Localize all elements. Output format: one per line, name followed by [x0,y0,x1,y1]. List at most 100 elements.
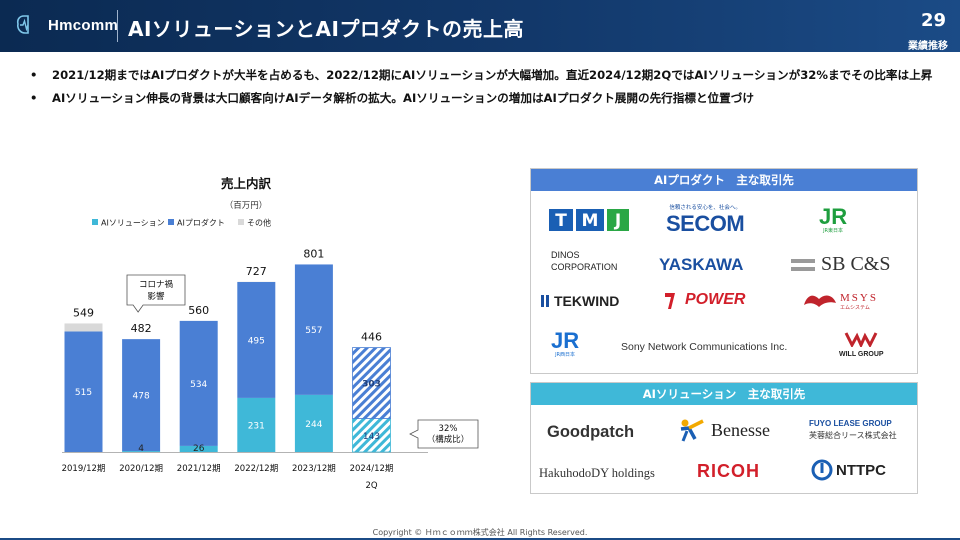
msys-name: MSYS [840,291,878,304]
bar-segment [64,323,103,332]
benesse-figure-icon [680,419,704,442]
sbcs-bars-icon [791,258,815,271]
bullet-item: AIソリューション伸長の背景は大口顧客向けAIデータ解析の拡大。AIソリューショ… [30,87,932,110]
tekwind-mark-icon [541,295,549,307]
company-logo: Hmcomm [16,14,118,36]
client-logo-tekwind: TEKWIND [541,293,619,309]
legend-label: AIソリューション [101,219,165,228]
footer-bar [0,538,960,540]
bar-segment [122,451,161,452]
annotation-text: コロナ禍 [139,279,173,290]
client-logo-ricoh: RICOH [697,461,760,481]
nttpc-name: NTTPC [836,461,886,479]
x-tick-label: 2019/12期 [62,464,106,474]
msys-mark-icon [804,295,836,307]
ntt-mark-icon [811,459,833,481]
bar-value-label: 495 [248,336,265,346]
bar-value-label: 534 [190,380,207,390]
header-bar: Hmcomm AIソリューションとAIプロダクトの売上高 29 業績推移 [0,0,960,52]
client-logo-yaskawa: YASKAWA [659,255,744,274]
ai-product-clients-panel: AIプロダクト 主な取引先 T M J 信頼される安心を、社会へ。 SECOM … [530,168,918,374]
legend-label: その他 [247,218,271,228]
bar-value-label: 26 [193,444,205,454]
bar-segment [294,264,333,395]
client-logo-jr-west: JR JR西日本 [551,328,580,359]
msys-sub: エムシステム [840,304,870,311]
x-tick-label: 2022/12期 [234,464,278,474]
client-logo-will-group: WILL GROUP [839,331,884,358]
x-tick-label: 2Q [365,481,377,491]
x-tick-label: 2021/12期 [177,464,221,474]
annotation-text: 32% [439,424,458,434]
client-logo-nttpc: NTTPC [811,459,886,481]
client-logo-secom: 信頼される安心を、社会へ。 SECOM [666,203,745,237]
client-logo-jpower: POWER [663,289,745,311]
bar-segment [352,347,391,419]
fuyo-company-name: 芙蓉総合リース株式会社 [809,431,897,440]
legend-swatch [92,219,98,225]
secom-name: SECOM [666,211,745,236]
client-logo-hakuhodo: HakuhodoDY holdings [539,466,655,480]
jpower-name: POWER [685,291,746,308]
x-tick-label: 2020/12期 [119,464,163,474]
client-logo-dinos: DINOS CORPORATION [551,250,618,272]
legend-label: AIプロダクト [177,218,225,228]
bar-total-label: 482 [131,322,152,335]
jr-west-name: JR西日本 [555,352,576,358]
tmj-j: J [614,211,621,231]
client-logo-jr-east: JR JR東日本 [819,204,848,235]
will-group-name: WILL GROUP [839,351,884,358]
will-group-mark-icon [844,332,878,349]
section-label: 業績推移 [908,41,948,52]
jr-east-name: JR東日本 [823,228,844,234]
client-logo-goodpatch: Goodpatch [547,423,635,441]
panel-title: AIプロダクト 主な取引先 [531,169,917,191]
bar-total-label: 727 [246,265,267,278]
tmj-m: M [582,211,599,231]
bar-value-label: 4 [138,444,144,454]
client-logo-benesse: Benesse [677,417,770,443]
bar-value-label: 303 [362,380,381,390]
logo-text: Hmcomm [48,16,119,34]
bar-segment [294,394,333,452]
jr-west-mark: JR [551,328,580,353]
brain-logo-icon [16,15,29,34]
bar-value-label: 231 [248,421,265,431]
bar-segment [237,282,276,398]
bar-value-label: 478 [133,392,150,402]
annotation-callout [126,274,186,313]
bar-segment [352,418,391,453]
client-logo-fuyo-lease: FUYO LEASE GROUP 芙蓉総合リース株式会社 [809,419,897,441]
header-divider [117,10,118,42]
bar-total-label: 549 [73,306,94,319]
tmj-logo-icon: T M J [549,209,629,231]
tmj-t: T [555,211,567,231]
summary-bullets: 2021/12期まではAIプロダクトが大半を占めるも、2022/12期にAIソリ… [30,64,932,110]
bar-value-label: 515 [75,388,92,398]
legend-swatch [238,219,244,225]
x-tick-label: 2024/12期 [350,464,394,474]
bar-total-label: 446 [361,331,382,344]
bar-segment [179,320,218,446]
benesse-name: Benesse [711,419,770,440]
client-logo-tmj: T M J [549,209,629,235]
legend-swatch [168,219,174,225]
bar-value-label: 143 [363,432,380,442]
annotation-callout [409,419,479,449]
bar-value-label: 557 [305,326,322,336]
client-logo-sony-network: Sony Network Communications Inc. [621,341,788,353]
chart-unit-label: （百万円） [225,200,268,211]
bar-segment [237,397,276,452]
bar-segment [179,445,218,452]
bullet-item: 2021/12期まではAIプロダクトが大半を占めるも、2022/12期にAIソリ… [30,64,932,87]
annotation-text: （構成比） [427,434,470,445]
jr-east-mark: JR [819,204,848,229]
fuyo-group-name: FUYO LEASE GROUP [809,419,892,428]
client-logo-msys: MSYS エムシステム [803,291,878,311]
footer-copyright: Copyright © Ｈｍｃｏｍｍ株式会社 All Rights Reserv… [372,528,588,537]
ai-solution-clients-panel: AIソリューション 主な取引先 Goodpatch Benesse FUYO L… [530,382,918,494]
bar-total-label: 560 [188,304,209,317]
jpower-mark-icon [665,293,675,309]
bar-segment [122,339,161,452]
panel-title: AIソリューション 主な取引先 [531,383,917,405]
